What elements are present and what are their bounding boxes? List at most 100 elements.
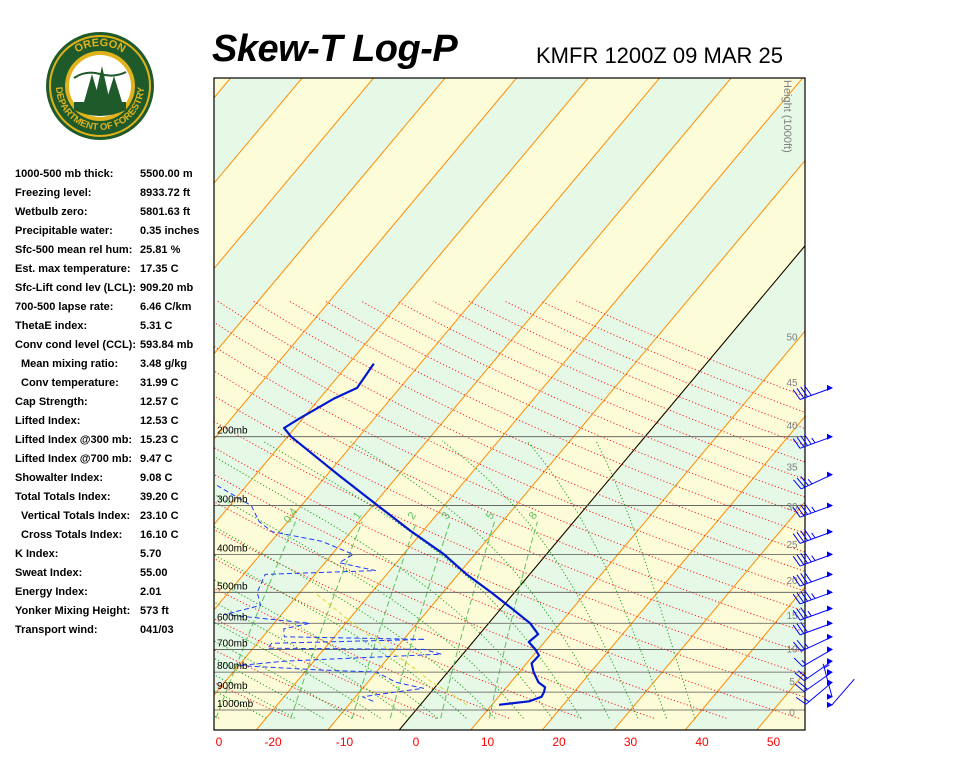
stat-value: 17.35 C [140,263,179,275]
wind-barb-feather [795,696,807,705]
stat-value: 041/03 [140,624,174,636]
svg-text:OREGON: OREGON [73,37,128,56]
wind-barb-feather [800,553,808,564]
dry-adiabat [396,300,805,480]
wind-barb-feather [796,592,805,603]
stat-value: 12.57 C [140,396,179,408]
station-time-label: KMFR 1200Z 09 MAR 25 [536,43,783,68]
dry-adiabat [214,501,727,719]
moist-adiabat [214,640,353,719]
parcel-profile [314,591,468,706]
stat-value: 15.23 C [140,434,179,446]
stat-label: Cap Strength: [15,396,88,408]
stat-value: 12.53 C [140,415,179,427]
wind-barb-feather [792,389,801,400]
wind-barb-half-feather [807,478,813,485]
chart-title: Skew-T Log-P [212,28,458,70]
stat-label: 700-500 lapse rate: [15,301,114,313]
wind-barb-staff [799,436,833,449]
moist-adiabat [214,579,439,719]
wind-barb-feather [800,622,808,633]
pressure-label: 900mb [217,681,248,692]
pressure-label: 1000mb [217,699,254,710]
stat-value: 16.10 C [140,529,179,541]
stat-label: Freezing level: [15,187,92,199]
moist-adiabat [214,455,553,719]
wind-barb-feather [792,624,801,636]
x-tick-label: 30 [624,735,638,749]
pressure-label: 600mb [217,612,248,623]
wind-barb-marker [827,384,833,391]
pressure-label: 400mb [217,543,248,554]
stat-value: 5801.63 ft [140,206,191,218]
wind-barb-feather [792,575,801,587]
stat-value: 9.08 C [140,472,173,484]
stat-value: 31.99 C [140,377,179,389]
logo-top-text: OREGON [73,37,128,56]
wind-barb-feather [804,551,812,563]
isotherm-band [214,78,803,730]
wind-barb-feather [804,589,812,601]
wind-barb-feather [796,531,805,543]
stat-value: 39.20 C [140,491,179,503]
wind-barb-staff [799,622,833,636]
wind-barb-half-feather [823,664,830,669]
wind-barb-feather [804,529,812,540]
wind-barb [794,658,833,682]
pressure-label: 200mb [217,426,248,437]
wind-barb-marker [827,502,833,509]
isotherm-band [214,78,231,98]
wind-barb-feather [797,670,808,679]
stat-label: Est. max temperature: [15,263,131,275]
wind-barb [792,502,833,518]
stat-label: Conv temperature: [21,377,119,389]
wind-barb [795,679,833,705]
wind-barb-staff [799,505,833,518]
height-tick-label: 0 [789,708,795,719]
x-tick-label: -20 [264,735,282,749]
stat-label: Energy Index: [15,586,88,598]
isotherm-line [613,500,805,730]
zero-isotherm-line [398,245,805,730]
isotherm-line [0,73,163,735]
wind-barb-half-feather [811,593,816,599]
wind-barb-feather [794,672,805,682]
x-tick-label: 0 [216,735,223,749]
height-tick-label: 25 [786,540,798,551]
wind-barb-marker [827,571,833,578]
wind-barb-marker [827,633,833,640]
pressure-label: 700mb [217,638,248,649]
wind-barb [792,589,833,605]
wind-barb-feather [792,533,801,544]
wind-barb-half-feather [807,610,812,617]
height-tick-label: 20 [786,576,798,587]
wind-barb-feather [796,387,805,399]
wind-barb-marker [827,528,833,535]
wind-barb-feather [793,657,803,667]
stat-label: Conv cond level (CCL): [15,339,137,351]
height-tick-label: 15 [786,611,798,622]
wind-barb [794,669,833,693]
wind-barb-marker [827,589,833,596]
mixing-ratio-label: 2 [406,510,419,522]
wind-barb-staff [799,553,833,567]
stat-value: 23.10 C [140,510,179,522]
wind-barb-marker [827,551,833,558]
wind-barb-marker [827,471,833,478]
wind-barb-feather [800,591,808,602]
stat-label: K Index: [15,548,59,560]
mixing-ratio-line [440,521,495,719]
x-tick-label: 50 [767,735,781,749]
stat-value: 55.00 [140,567,168,579]
isotherm-line [824,73,960,735]
wind-barb-feather [800,504,808,515]
wind-barb [793,471,833,490]
isotherm-line [214,78,446,355]
isotherm-line [214,78,518,440]
stat-label: Lifted Index @700 mb: [15,453,133,465]
wind-barb-feather [792,555,801,567]
dry-adiabat [214,370,805,633]
wind-barb-feather [796,554,805,565]
dry-adiabat [324,300,805,516]
